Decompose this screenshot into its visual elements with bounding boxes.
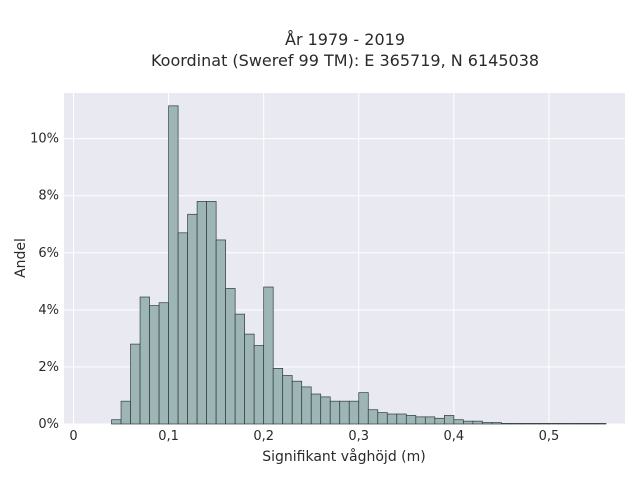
histogram-bar [596, 423, 607, 425]
histogram-bar [482, 422, 493, 425]
histogram-bar [443, 415, 455, 425]
histogram-bar [149, 305, 160, 425]
histogram-bar [187, 213, 198, 425]
histogram-bar [463, 420, 474, 425]
histogram-bar [377, 412, 388, 425]
x-tick-label: 0 [69, 429, 77, 444]
y-tick-label: 10% [30, 132, 59, 147]
histogram-bar [520, 423, 531, 425]
histogram-bar [434, 417, 445, 425]
histogram-bar [263, 286, 274, 425]
y-tick-label: 2% [38, 360, 59, 375]
histogram-bar [253, 345, 265, 425]
y-tick-label: 0% [38, 417, 59, 432]
histogram-bar [358, 392, 369, 425]
histogram-bar [510, 423, 521, 425]
x-tick-label: 0,4 [444, 429, 465, 444]
y-tick-label: 6% [38, 246, 59, 261]
x-axis-ticks: 0 0,1 0,2 0,3 0,4 0,5 [69, 429, 559, 444]
histogram-bar [272, 368, 284, 425]
histogram-bar [301, 386, 312, 425]
histogram-bars [111, 105, 607, 425]
histogram-bar [396, 413, 407, 425]
histogram-bar [567, 423, 578, 425]
y-tick-label: 8% [38, 189, 59, 204]
histogram-bar [111, 419, 122, 425]
histogram-bar [234, 313, 246, 425]
chart-title-line-1: År 1979 - 2019 [285, 30, 405, 49]
histogram-bar [225, 288, 236, 425]
histogram-bar [424, 416, 436, 425]
histogram-bar [130, 343, 141, 425]
histogram-bar [548, 423, 559, 425]
histogram-bar [320, 396, 331, 425]
histogram-bar [310, 393, 322, 425]
y-axis-ticks: 0% 2% 4% 6% 8% 10% [30, 132, 59, 432]
histogram-bar [206, 201, 217, 425]
histogram-bar [291, 380, 303, 425]
histogram-bar [415, 416, 426, 425]
histogram-bar [405, 415, 417, 425]
x-tick-label: 0,1 [158, 429, 179, 444]
histogram-bar [196, 201, 207, 425]
histogram-bar [282, 375, 293, 425]
histogram-bar [139, 296, 150, 425]
y-tick-label: 4% [38, 303, 59, 318]
y-axis-label: Andel [13, 238, 29, 278]
x-tick-label: 0,5 [539, 429, 560, 444]
histogram-bar [168, 105, 179, 425]
chart-title-line-2: Koordinat (Sweref 99 TM): E 365719, N 61… [151, 51, 539, 70]
histogram-bar [501, 423, 512, 425]
histogram-bar [215, 239, 226, 425]
histogram-bar [329, 400, 341, 425]
histogram-bar [529, 423, 540, 425]
histogram-bar [577, 423, 588, 425]
histogram-bar [472, 420, 483, 425]
histogram-bar [120, 400, 131, 425]
histogram-bar [386, 413, 398, 425]
histogram-bar [158, 302, 169, 425]
histogram-bar [539, 423, 550, 425]
histogram-bar [453, 419, 464, 425]
histogram-bar [177, 232, 188, 425]
x-tick-label: 0,2 [253, 429, 274, 444]
x-axis-label: Signifikant våghöjd (m) [262, 448, 425, 465]
x-tick-label: 0,3 [348, 429, 369, 444]
histogram-bar [586, 423, 597, 425]
histogram-bar [339, 400, 350, 425]
histogram-bar [367, 409, 379, 425]
histogram-bar [244, 333, 255, 425]
histogram-bar [348, 400, 360, 425]
histogram-bar [491, 422, 502, 425]
histogram-bar [558, 423, 569, 425]
